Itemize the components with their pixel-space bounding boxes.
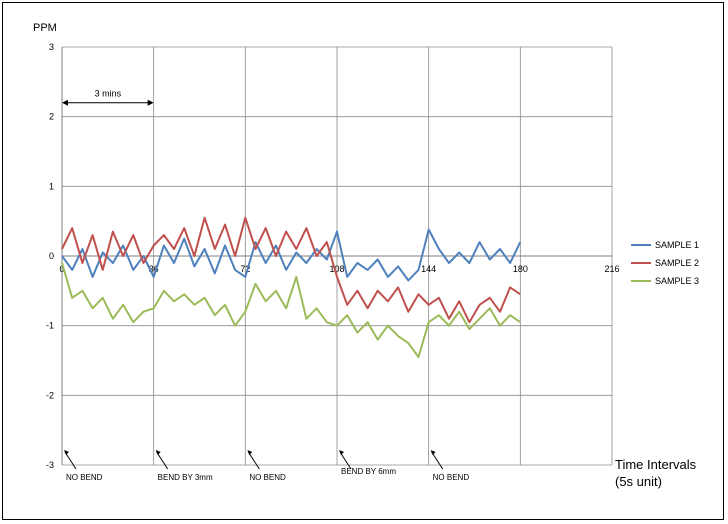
x-tick-labels: 0 36 72 108 144 180 216 [59, 264, 619, 274]
annotation-label: NO BEND [433, 473, 470, 482]
x-tick-label: 144 [421, 264, 436, 274]
span-label: 3 mins [95, 89, 122, 99]
span-arrow-left-head [62, 99, 68, 106]
series-line-sample-1 [61, 228, 522, 282]
x-tick-label: 72 [240, 264, 250, 274]
series-lines [61, 216, 522, 358]
annotation-arrow-head [339, 450, 344, 455]
x-axis-label: Time Intervals [615, 457, 697, 472]
x-tick-label: 180 [513, 264, 528, 274]
annotation-label: NO BEND [249, 473, 286, 482]
y-tick-label: 0 [49, 251, 54, 261]
annotation-arrow [156, 451, 169, 470]
annotations: 3 mins NO BEND BEND BY 3mm NO BEND BEND BY 6… [62, 89, 469, 482]
series-line-sample-2 [61, 216, 521, 324]
y-tick-label: 2 [49, 112, 54, 122]
annotation-label: NO BEND [66, 473, 103, 482]
x-tick-label: 216 [604, 264, 619, 274]
annotation-arrow [64, 451, 77, 470]
x-axis-unit-label: (5s unit) [615, 474, 662, 489]
line-chart: 3 2 1 0 -1 -2 -3 0 36 72 108 144 180 216 3 mins NO BE… [33, 22, 699, 489]
x-tick-label: 108 [329, 264, 344, 274]
legend: SAMPLE 1 SAMPLE 2 SAMPLE 3 [631, 240, 699, 286]
y-tick-label: -2 [46, 390, 54, 400]
y-tick-label: 3 [49, 42, 54, 52]
x-tick-label: 36 [149, 264, 159, 274]
series-line-sample-3 [61, 262, 521, 358]
x-tick-label: 0 [59, 264, 64, 274]
y-tick-label: -1 [46, 321, 54, 331]
annotation-arrow [339, 451, 352, 470]
annotation-arrow-head [155, 450, 161, 455]
legend-label: SAMPLE 1 [655, 240, 699, 250]
annotation-label: BEND BY 3mm [158, 473, 213, 482]
y-tick-labels: 3 2 1 0 -1 -2 -3 [46, 42, 54, 470]
y-tick-label: -3 [46, 460, 54, 470]
annotation-label: BEND BY 6mm [341, 467, 396, 476]
y-axis-label: PPM [33, 22, 57, 34]
annotation-arrow [431, 451, 444, 470]
annotation-arrow [247, 451, 260, 470]
span-arrow-right-head [147, 99, 154, 106]
legend-label: SAMPLE 2 [655, 258, 699, 268]
annotation-arrow-head [247, 450, 253, 455]
annotation-arrow-head [430, 450, 436, 455]
annotation-arrow-head [64, 450, 69, 455]
y-tick-label: 1 [49, 181, 54, 191]
legend-label: SAMPLE 3 [655, 276, 699, 286]
